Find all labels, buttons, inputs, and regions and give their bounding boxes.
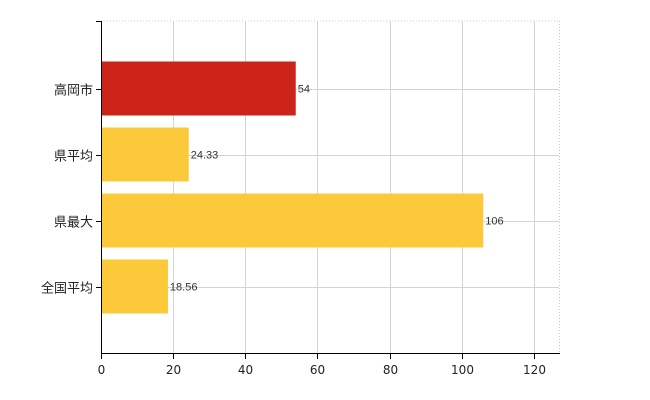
- bar: [101, 127, 189, 182]
- axes: [96, 21, 560, 359]
- x-tick-label: 80: [383, 363, 398, 377]
- category-label: 県平均: [54, 150, 93, 165]
- category-label: 全国平均: [41, 281, 93, 297]
- x-tick-label: 20: [166, 363, 181, 377]
- category-label: 高岡市: [54, 83, 93, 99]
- x-tick-label: 120: [523, 363, 546, 377]
- bar: [101, 193, 484, 248]
- bar: [101, 61, 296, 116]
- category-label: 県最大: [54, 216, 93, 231]
- x-tick-label: 60: [310, 363, 325, 377]
- x-tick-label: 0: [98, 363, 106, 377]
- bars: [101, 61, 484, 314]
- data-label: 18.56: [170, 282, 198, 294]
- bar: [101, 259, 168, 314]
- data-label: 54: [298, 84, 310, 96]
- labels: 54 24.33 106 18.56 0 20 40 60 80 100 120 高岡市県平均県最大全…: [41, 83, 546, 378]
- data-label: 106: [485, 216, 503, 228]
- x-tick-label: 40: [238, 363, 253, 377]
- x-tick-label: 100: [451, 363, 474, 377]
- data-label: 24.33: [191, 150, 219, 162]
